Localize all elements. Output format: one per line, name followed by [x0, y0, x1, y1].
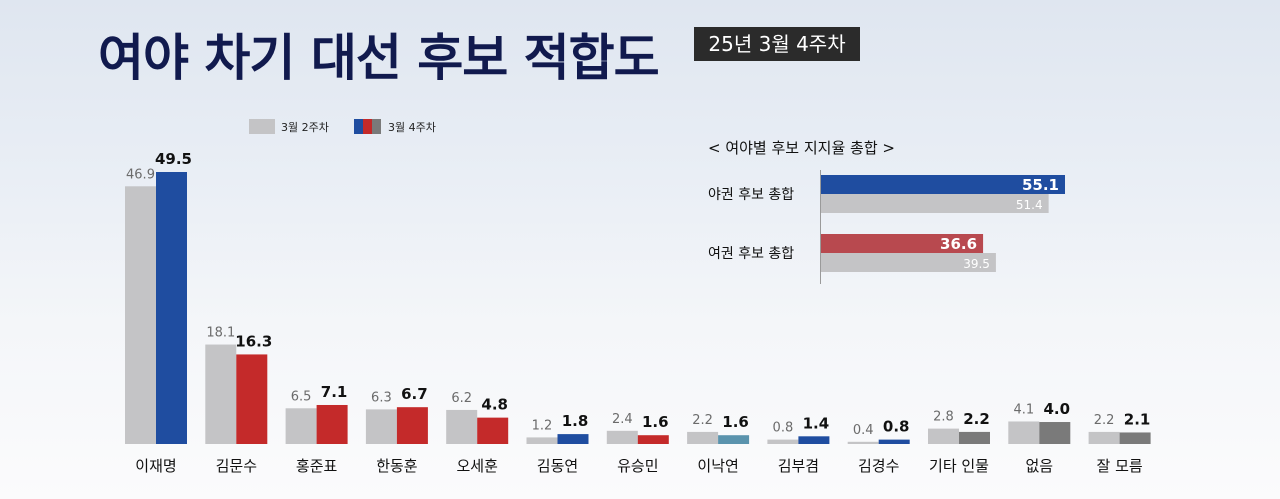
bar-prev: [205, 344, 237, 444]
inset-chart: < 여야별 후보 지지율 총합 > 55.1 51.4 야권 후보 총합 36.6 39…: [708, 139, 1065, 284]
inset-title: < 여야별 후보 지지율 총합 >: [708, 139, 895, 157]
value-label-prev: 0.4: [853, 423, 874, 438]
inset-value-prev: 51.4: [1016, 198, 1043, 212]
value-label-current: 49.5: [155, 150, 192, 168]
category-label: 유승민: [617, 457, 658, 475]
legend-swatch-prev: [249, 119, 275, 134]
category-label: 이재명: [135, 457, 176, 475]
value-label-current: 4.0: [1044, 400, 1071, 418]
bar-current: [557, 434, 589, 444]
value-label-prev: 46.9: [126, 167, 155, 182]
bar-prev: [1088, 431, 1120, 444]
bar-current: [477, 417, 509, 444]
bar-current: [396, 407, 428, 444]
value-label-prev: 6.5: [291, 389, 312, 404]
chart-title: 여야 차기 대선 후보 적합도: [98, 29, 660, 87]
inset-value-current: 36.6: [940, 235, 977, 253]
inset-row-label: 야권 후보 총합: [708, 187, 794, 203]
category-label: 홍준표: [296, 457, 338, 475]
bar-prev: [285, 408, 317, 444]
category-label: 기타 인물: [929, 457, 989, 475]
value-label-prev: 18.1: [206, 326, 235, 341]
bar-current: [156, 172, 187, 444]
bar-current: [637, 435, 669, 444]
inset-row-label: 여권 후보 총합: [708, 246, 794, 262]
category-label: 김동연: [537, 457, 578, 475]
value-label-prev: 6.3: [371, 390, 392, 405]
value-label-current: 1.6: [642, 413, 669, 431]
value-label-prev: 4.1: [1013, 402, 1034, 417]
bar-prev: [526, 437, 558, 444]
bar-prev: [928, 428, 959, 444]
value-label-current: 1.8: [562, 412, 589, 430]
value-label-current: 4.8: [481, 396, 508, 414]
category-label: 한동훈: [376, 457, 417, 475]
legend-swatch-cur: [354, 119, 381, 134]
bar-current: [718, 435, 750, 444]
bar-current: [878, 439, 910, 444]
category-label: 김문수: [216, 457, 257, 475]
value-label-prev: 2.8: [933, 410, 954, 425]
bar-current: [798, 436, 830, 444]
inset-rows: 55.1 51.4 야권 후보 총합 36.6 39.5 여권 후보 총합: [708, 175, 1065, 272]
value-label-prev: 2.2: [692, 413, 713, 428]
bar-group: 46.949.5 이재명 18.1 16.3 김문수 6.5 7.1 홍준표 6.3 6.7 한동훈…: [125, 150, 1151, 475]
bar-prev: [446, 409, 478, 444]
legend: 3월 2주차 3월 4주차: [249, 119, 436, 134]
bar-prev: [365, 409, 397, 444]
value-label-prev: 0.8: [773, 421, 794, 436]
category-label: 이낙연: [697, 457, 738, 475]
bar-current: [236, 354, 268, 444]
value-label-current: 1.6: [722, 413, 749, 431]
bar-prev: [687, 431, 719, 444]
value-label-current: 2.1: [1124, 410, 1151, 428]
category-label: 김부겸: [778, 457, 819, 475]
bar-prev: [606, 430, 638, 444]
legend-swatch-cur-0: [354, 119, 363, 134]
inset-bar-prev: [821, 253, 996, 272]
legend-label-prev: 3월 2주차: [281, 121, 329, 134]
bar-prev: [767, 439, 799, 444]
value-label-current: 6.7: [401, 385, 428, 403]
category-label: 김경수: [858, 457, 899, 475]
category-label: 오세훈: [456, 457, 497, 475]
value-label-current: 2.2: [963, 410, 990, 428]
category-label: 없음: [1025, 457, 1053, 475]
value-label-current: 16.3: [235, 332, 272, 350]
bar-current: [316, 404, 348, 444]
inset-bar-current: [821, 175, 1065, 194]
value-label-prev: 2.4: [612, 412, 633, 427]
bar-current: [1119, 432, 1151, 444]
bar-current: [959, 431, 990, 444]
value-label-current: 0.8: [883, 418, 910, 436]
category-label: 잘 모름: [1097, 457, 1143, 475]
inset-value-current: 55.1: [1022, 176, 1059, 194]
date-badge: 25년 3월 4주차: [694, 27, 860, 61]
value-label-prev: 1.2: [532, 418, 553, 433]
value-label-prev: 6.2: [451, 391, 472, 406]
inset-bar-current: [821, 234, 984, 253]
inset-value-prev: 39.5: [963, 257, 990, 271]
bar-current: [1039, 422, 1071, 444]
inset-bar-prev: [821, 194, 1049, 213]
bar-prev: [847, 441, 879, 444]
legend-label-cur: 3월 4주차: [388, 121, 436, 134]
bar-prev: [125, 186, 156, 444]
bar-prev: [1008, 421, 1040, 444]
value-label-prev: 2.2: [1094, 413, 1115, 428]
value-label-current: 1.4: [803, 414, 830, 432]
value-label-current: 7.1: [321, 383, 348, 401]
legend-swatch-cur-1: [363, 119, 372, 134]
legend-swatch-cur-2: [372, 119, 381, 134]
